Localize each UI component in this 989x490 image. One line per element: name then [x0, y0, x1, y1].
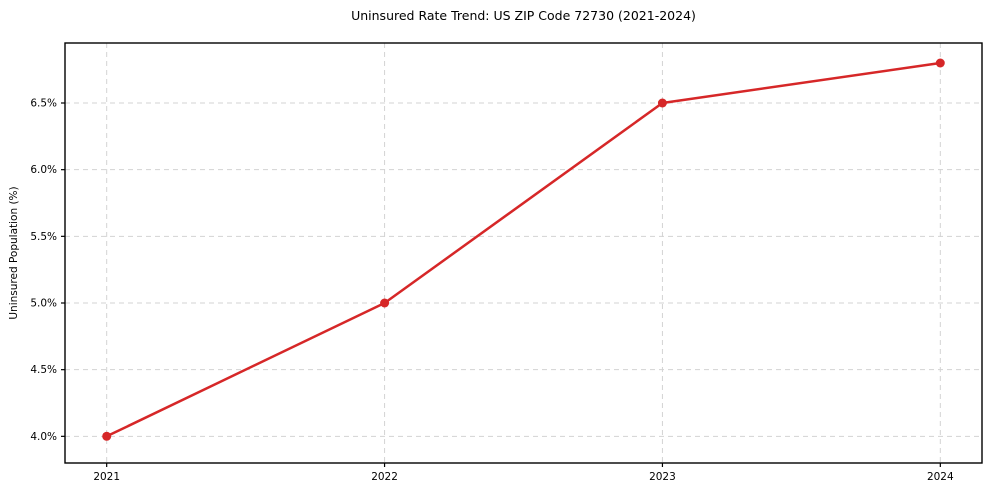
x-tick-label: 2022	[371, 471, 398, 483]
data-point-marker	[657, 98, 667, 108]
trend-line	[105, 61, 942, 438]
y-tick-label: 4.0%	[30, 431, 57, 443]
plot-border	[64, 42, 983, 464]
y-tick-label: 6.0%	[30, 164, 57, 176]
y-tick-label: 5.0%	[30, 298, 57, 310]
data-point-marker	[102, 431, 112, 441]
x-tick-label: 2024	[927, 471, 954, 483]
data-point-marker	[935, 58, 945, 68]
y-tick-label: 4.5%	[30, 364, 57, 376]
chart-title: Uninsured Rate Trend: US ZIP Code 72730 …	[351, 8, 696, 23]
data-point-marker	[380, 298, 390, 308]
y-tick-label: 5.5%	[30, 231, 57, 243]
x-tick-label: 2021	[93, 471, 120, 483]
x-tick-label: 2023	[649, 471, 676, 483]
y-tick-label: 6.5%	[30, 98, 57, 110]
